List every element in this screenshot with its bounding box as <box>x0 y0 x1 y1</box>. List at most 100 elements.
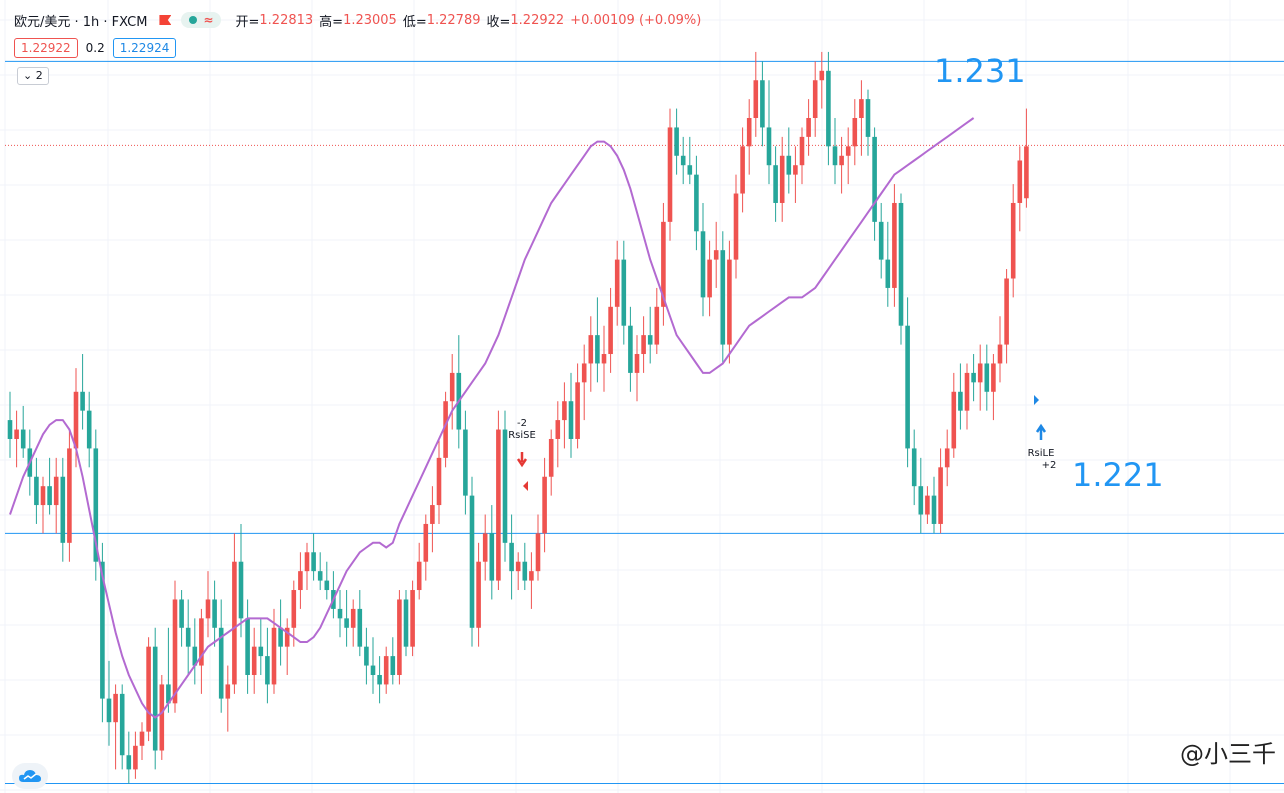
candle <box>1004 269 1009 364</box>
candle-body <box>911 448 917 487</box>
candle-body <box>674 127 679 156</box>
candle <box>106 660 112 746</box>
candle-body <box>80 391 85 411</box>
candle <box>7 391 13 458</box>
candle <box>773 146 778 222</box>
candle <box>364 627 369 685</box>
candle <box>819 51 825 109</box>
candle <box>146 637 151 742</box>
candle-body <box>443 401 448 458</box>
candle <box>786 127 792 194</box>
candle <box>212 580 217 647</box>
candle-body <box>86 410 92 449</box>
candle <box>760 61 765 147</box>
candle-body <box>403 599 409 647</box>
candle-body <box>727 259 732 345</box>
candle-body <box>773 165 778 203</box>
candle <box>317 552 323 591</box>
candle-body <box>350 608 356 628</box>
candle <box>654 287 660 355</box>
candle <box>984 344 990 411</box>
candle <box>502 410 508 562</box>
candle <box>859 80 864 156</box>
candle <box>34 457 39 524</box>
candle-body <box>14 429 19 439</box>
candle-body <box>958 391 963 411</box>
ask-price-button[interactable]: 1.22924 <box>112 38 177 58</box>
indicator-count: 2 <box>35 69 43 82</box>
candle <box>865 89 871 156</box>
candle-body <box>720 250 726 345</box>
candles <box>7 51 1029 784</box>
candle <box>839 136 844 194</box>
candle <box>86 391 92 468</box>
collapse-indicators-button[interactable]: ⌄ 2 <box>17 67 49 85</box>
candle <box>614 240 620 326</box>
candle-body <box>449 372 455 402</box>
candle <box>410 580 415 657</box>
candle-body <box>641 335 646 355</box>
short-signal-count: -2 <box>517 418 527 429</box>
candle <box>357 590 363 657</box>
candle-body <box>826 70 831 147</box>
candle <box>826 51 831 166</box>
candle-body <box>383 656 389 685</box>
arrow-up-icon <box>1035 423 1047 440</box>
symbol-title[interactable]: 欧元/美元 · 1h · FXCM <box>14 14 148 30</box>
candle <box>634 335 640 402</box>
candle-body <box>152 646 158 751</box>
candle <box>456 335 462 449</box>
candle <box>80 354 85 430</box>
candle-body <box>799 136 805 166</box>
close-value: 1.22922 <box>510 12 565 28</box>
candle-body <box>687 165 693 175</box>
candle <box>562 382 567 449</box>
candle-body <box>661 221 666 307</box>
candle-body <box>344 618 349 628</box>
candle <box>766 80 772 185</box>
tradingview-cloud-icon[interactable] <box>12 763 48 789</box>
candle-body <box>562 401 567 421</box>
candle-body <box>146 646 151 732</box>
candle-body <box>502 429 508 543</box>
candle <box>628 306 633 392</box>
candle-body <box>139 731 145 746</box>
candle-body <box>258 646 264 657</box>
candle <box>469 476 475 647</box>
status-pill[interactable]: ≈ <box>181 12 222 28</box>
candle <box>344 590 349 647</box>
candle <box>370 637 376 694</box>
candle-body <box>905 325 910 449</box>
candle-body <box>245 618 250 675</box>
candle <box>832 118 838 185</box>
candle-body <box>416 561 422 591</box>
candle <box>872 127 877 241</box>
candle-body <box>324 580 330 591</box>
candle-body <box>753 80 759 119</box>
candle <box>232 533 237 694</box>
candle-body <box>166 684 171 704</box>
candle <box>278 599 283 666</box>
candle-body <box>364 646 369 666</box>
open-value: 1.22813 <box>259 12 314 28</box>
candle <box>727 240 732 364</box>
candle-body <box>179 599 184 628</box>
candle <box>746 99 752 175</box>
low-value: 1.22789 <box>426 12 481 28</box>
candle <box>991 354 996 421</box>
flag-icon[interactable] <box>159 15 172 25</box>
candle <box>185 599 191 675</box>
candle-body <box>898 202 904 326</box>
candle-body <box>370 665 376 675</box>
bid-price-button[interactable]: 1.22922 <box>14 38 78 58</box>
candle-body <box>984 363 990 392</box>
candle <box>251 627 257 694</box>
watermark: @小三千 <box>1180 740 1276 768</box>
candle <box>812 61 818 137</box>
candle <box>898 193 904 345</box>
candle <box>647 306 653 364</box>
candle-body <box>133 745 138 770</box>
open-label: 开= <box>235 14 260 30</box>
